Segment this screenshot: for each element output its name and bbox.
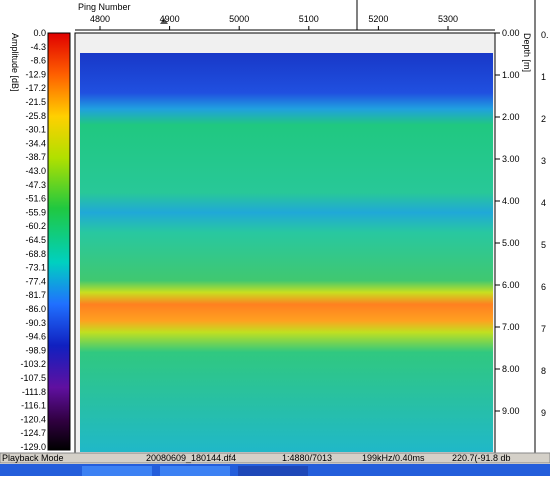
amplitude-label: Amplitude [dB] xyxy=(10,33,20,92)
status-bar xyxy=(0,452,550,464)
taskbar-button[interactable] xyxy=(160,466,230,476)
amplitude-tick-label: -111.8 xyxy=(22,387,46,397)
amplitude-tick-label: -43.0 xyxy=(25,166,46,176)
amplitude-tick-label: -47.3 xyxy=(25,180,46,190)
depth-tick-label: 9.00 xyxy=(502,406,520,416)
color-scale xyxy=(47,32,71,451)
amplitude-tick-label: -98.9 xyxy=(25,345,46,355)
depth-tick-label: 6.00 xyxy=(502,280,520,290)
amplitude-tick-label: 0.0 xyxy=(33,28,46,38)
amplitude-tick-label: -21.5 xyxy=(25,97,46,107)
amplitude-tick-label: -34.4 xyxy=(25,138,46,148)
ping-tick-label: 4800 xyxy=(90,14,110,24)
amplitude-tick-label: -25.8 xyxy=(25,111,46,121)
depth-tick-label: 4.00 xyxy=(502,196,520,206)
amplitude-tick-label: -94.6 xyxy=(25,332,46,342)
amplitude-tick-label: -8.6 xyxy=(30,56,46,66)
amplitude-tick-label: -107.5 xyxy=(20,373,46,383)
depth-tick-label: 7.00 xyxy=(502,322,520,332)
status-mode: Playback Mode xyxy=(2,453,64,463)
amplitude-tick-label: -64.5 xyxy=(25,235,46,245)
amplitude-tick-label: -51.6 xyxy=(25,194,46,204)
side-tick-label: 9 xyxy=(541,408,546,418)
depth-tick-label: 1.00 xyxy=(502,70,520,80)
amplitude-tick-label: -124.7 xyxy=(20,428,46,438)
amplitude-tick-label: -81.7 xyxy=(25,290,46,300)
taskbar-button[interactable] xyxy=(82,466,152,476)
side-tick-label: 2 xyxy=(541,114,546,124)
ping-axis-label: Ping Number xyxy=(78,2,131,12)
status-file: 20080609_180144.df4 xyxy=(146,453,236,463)
side-tick-label: 5 xyxy=(541,240,546,250)
side-tick-label: 6 xyxy=(541,282,546,292)
amplitude-tick-label: -129.0 xyxy=(20,442,46,452)
amplitude-tick-label: -103.2 xyxy=(20,359,46,369)
amplitude-tick-label: -30.1 xyxy=(25,125,46,135)
status-reading: 220.7(-91.8 db xyxy=(452,453,511,463)
depth-tick-label: 5.00 xyxy=(502,238,520,248)
amplitude-tick-label: -73.1 xyxy=(25,263,46,273)
amplitude-tick-label: -17.2 xyxy=(25,83,46,93)
depth-label: Depth [m] xyxy=(522,33,532,72)
amplitude-tick-label: -12.9 xyxy=(25,69,46,79)
ping-tick-label: 5300 xyxy=(438,14,458,24)
amplitude-tick-label: -90.3 xyxy=(25,318,46,328)
taskbar-button[interactable] xyxy=(238,466,308,476)
side-tick-label: 7 xyxy=(541,324,546,334)
status-ping: 1:4880/7013 xyxy=(282,453,332,463)
depth-tick-label: 3.00 xyxy=(502,154,520,164)
side-tick-label: 8 xyxy=(541,366,546,376)
side-tick-label: 1 xyxy=(541,72,546,82)
amplitude-tick-label: -68.8 xyxy=(25,249,46,259)
depth-tick-label: 2.00 xyxy=(502,112,520,122)
echogram-image xyxy=(80,53,493,452)
side-tick-label: 0. xyxy=(541,30,549,40)
ping-marker xyxy=(160,18,168,24)
ping-tick-label: 4900 xyxy=(160,14,180,24)
amplitude-tick-label: -77.4 xyxy=(25,276,46,286)
ping-tick-label: 5200 xyxy=(368,14,388,24)
depth-tick-label: 8.00 xyxy=(502,364,520,374)
ping-tick-label: 5100 xyxy=(299,14,319,24)
depth-tick-label: 0.00 xyxy=(502,28,520,38)
amplitude-tick-label: -38.7 xyxy=(25,152,46,162)
amplitude-tick-label: -86.0 xyxy=(25,304,46,314)
side-tick-label: 3 xyxy=(541,156,546,166)
amplitude-tick-label: -116.1 xyxy=(21,401,46,411)
amplitude-tick-label: -55.9 xyxy=(25,207,46,217)
amplitude-tick-label: -120.4 xyxy=(20,414,46,424)
side-tick-label: 4 xyxy=(541,198,546,208)
status-frequency: 199kHz/0.40ms xyxy=(362,453,425,463)
top-axis-area xyxy=(0,0,550,30)
amplitude-tick-label: -4.3 xyxy=(30,42,46,52)
amplitude-tick-label: -60.2 xyxy=(25,221,46,231)
ping-tick-label: 5000 xyxy=(229,14,249,24)
